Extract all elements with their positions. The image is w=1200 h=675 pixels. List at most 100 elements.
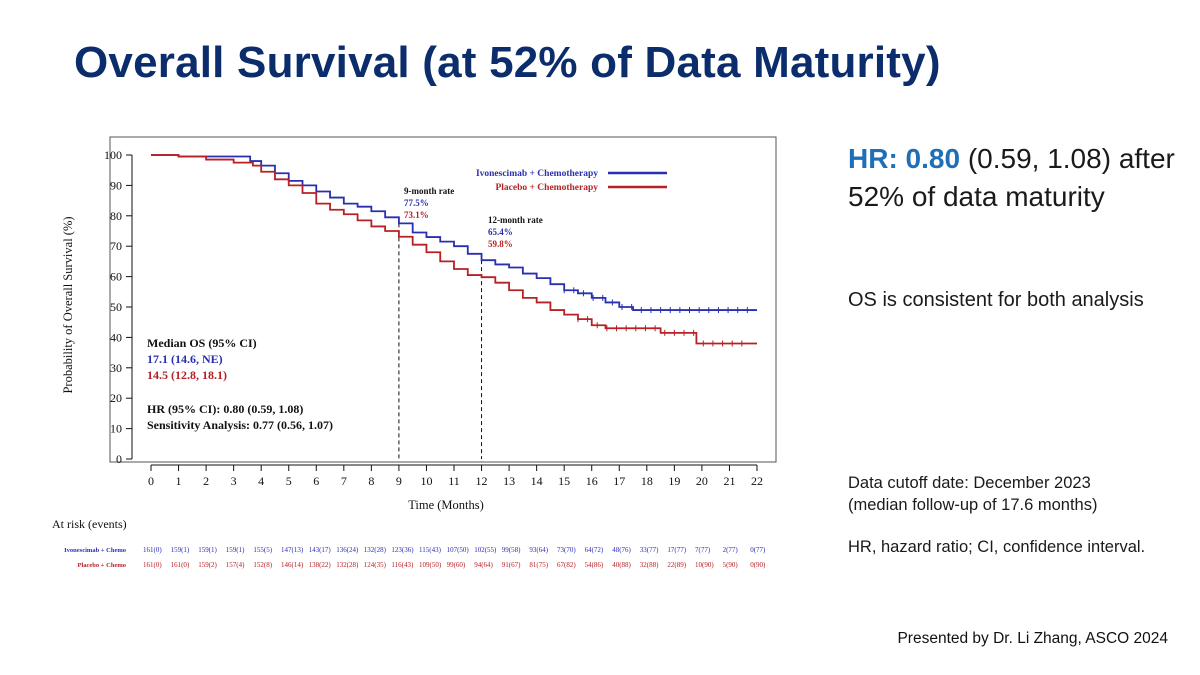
reference-lines (398, 223, 483, 459)
x-tick-label: 16 (586, 474, 598, 488)
x-tick-label: 7 (341, 474, 347, 488)
data-cutoff-line: Data cutoff date: December 2023 (848, 474, 1091, 492)
at-risk-cell: 40(88) (612, 561, 631, 569)
x-tick-label: 12 (476, 474, 488, 488)
x-tick-label: 5 (286, 474, 292, 488)
at-risk-cell: 132(28) (364, 546, 387, 554)
x-tick-label: 4 (258, 474, 264, 488)
x-tick-label: 9 (396, 474, 402, 488)
at-risk-cell: 102(55) (474, 546, 497, 554)
data-cutoff-note: Data cutoff date: December 2023 (median … (848, 472, 1178, 516)
at-risk-cell: 109(50) (419, 561, 442, 569)
at-risk-cell: 116(43) (391, 561, 414, 569)
survival-curves (151, 154, 757, 347)
at-risk-cell: 138(22) (309, 561, 332, 569)
annotation-12-month-title: 12-month rate (488, 215, 543, 225)
at-risk-title: At risk (events) (52, 517, 127, 531)
median-os-title: Median OS (95% CI) (147, 336, 257, 350)
y-tick-label: 50 (110, 300, 122, 314)
x-tick-label: 0 (148, 474, 154, 488)
annotation-12-month-placebo: 59.8% (488, 239, 513, 249)
median-os-ivonescimab: 17.1 (14.6, NE) (147, 352, 223, 366)
at-risk-cell: 32(88) (640, 561, 659, 569)
at-risk-cell: 161(0) (171, 561, 190, 569)
at-risk-cell: 132(28) (336, 561, 359, 569)
at-risk-cell: 81(75) (529, 561, 548, 569)
y-tick-label: 90 (110, 178, 122, 192)
at-risk-cell: 2(77) (723, 546, 739, 554)
at-risk-cell: 67(82) (557, 561, 576, 569)
legend-label-placebo: Placebo + Chemotherapy (495, 183, 598, 193)
at-risk-cell: 161(0) (143, 561, 162, 569)
x-tick-label: 19 (668, 474, 680, 488)
at-risk-cell: 159(1) (226, 546, 245, 554)
at-risk-cell: 10(90) (695, 561, 714, 569)
x-axis-label: Time (Months) (408, 498, 484, 512)
x-tick-label: 14 (531, 474, 543, 488)
at-risk-cell: 0(77) (750, 546, 766, 554)
curve-ivonescimab (151, 154, 757, 311)
median-follow-up-line: (median follow-up of 17.6 months) (848, 496, 1098, 514)
at-risk-cell: 22(89) (667, 561, 686, 569)
annotation-9-month-ivonescimab: 77.5% (404, 198, 429, 208)
curve-placebo (151, 154, 757, 345)
legend-label-ivonescimab: Ivonescimab + Chemotherapy (476, 169, 598, 179)
y-axis-label: Probability of Overall Survival (%) (61, 216, 75, 393)
y-tick-label: 0 (116, 452, 122, 466)
at-risk-cell: 161(0) (143, 546, 162, 554)
at-risk-cell: 94(64) (474, 561, 493, 569)
at-risk-cell: 99(60) (447, 561, 466, 569)
at-risk-cell: 93(64) (529, 546, 548, 554)
at-risk-row-ivonescimab: 161(0) 159(1) 159(1) 159(1) 155(5) 147(13) 143… (143, 546, 766, 554)
presenter-credit: Presented by Dr. Li Zhang, ASCO 2024 (897, 630, 1168, 647)
at-risk-cell: 91(67) (502, 561, 521, 569)
at-risk-cell: 146(14) (281, 561, 304, 569)
x-tick-label: 15 (558, 474, 570, 488)
x-tick-label: 13 (503, 474, 515, 488)
hr-ci: (0.59, 1.08) (967, 143, 1112, 174)
x-tick-label: 22 (751, 474, 763, 488)
x-tick-label: 18 (641, 474, 653, 488)
at-risk-cell: 64(72) (585, 546, 604, 554)
legend: Ivonescimab + Chemotherapy Placebo + Che… (476, 169, 667, 193)
at-risk-cell: 159(2) (198, 561, 217, 569)
at-risk-cell: 136(24) (336, 546, 359, 554)
hr-value: 0.80 (905, 143, 961, 174)
at-risk-cell: 159(1) (171, 546, 190, 554)
median-os-placebo: 14.5 (12.8, 18.1) (147, 368, 227, 382)
at-risk-cell: 17(77) (667, 546, 686, 554)
at-risk-label-ivonescimab: Ivonescimab + Chemo (64, 547, 126, 554)
x-tick-label: 2 (203, 474, 209, 488)
y-tick-label: 100 (104, 148, 122, 162)
at-risk-cell: 115(43) (419, 546, 442, 554)
y-tick-label: 60 (110, 270, 122, 284)
at-risk-cell: 33(77) (640, 546, 659, 554)
hr-ci-line: HR (95% CI): 0.80 (0.59, 1.08) (147, 402, 303, 416)
at-risk-cell: 159(1) (198, 546, 217, 554)
annotation-9-month-placebo: 73.1% (404, 210, 429, 220)
y-tick-label: 30 (110, 361, 122, 375)
y-tick-label: 20 (110, 391, 122, 405)
at-risk-cell: 107(50) (447, 546, 470, 554)
annotation-12-month-ivonescimab: 65.4% (488, 227, 513, 237)
x-tick-label: 10 (420, 474, 432, 488)
annotation-9-month-title: 9-month rate (404, 186, 454, 196)
consistency-note: OS is consistent for both analysis (848, 289, 1144, 311)
km-figure: 0 10 20 30 40 50 60 70 80 90 100 0 1 2 3 4 5 6 7 8 9 10 11 12 1… (40, 130, 800, 582)
at-risk-row-placebo: 161(0) 161(0) 159(2) 157(4) 152(8) 146(14) 138… (143, 561, 766, 569)
x-tick-label: 11 (448, 474, 460, 488)
at-risk-cell: 73(70) (557, 546, 576, 554)
at-risk-cell: 143(17) (309, 546, 332, 554)
at-risk-cell: 157(4) (226, 561, 245, 569)
at-risk-cell: 152(8) (253, 561, 272, 569)
x-tick-label: 6 (313, 474, 319, 488)
y-tick-label: 80 (110, 209, 122, 223)
x-tick-label: 21 (723, 474, 735, 488)
slide-title: Overall Survival (at 52% of Data Maturit… (74, 38, 941, 87)
at-risk-cell: 99(58) (502, 546, 521, 554)
y-tick-label: 10 (110, 422, 122, 436)
at-risk-cell: 5(90) (723, 561, 739, 569)
x-tick-label: 8 (368, 474, 374, 488)
at-risk-cell: 124(35) (364, 561, 387, 569)
